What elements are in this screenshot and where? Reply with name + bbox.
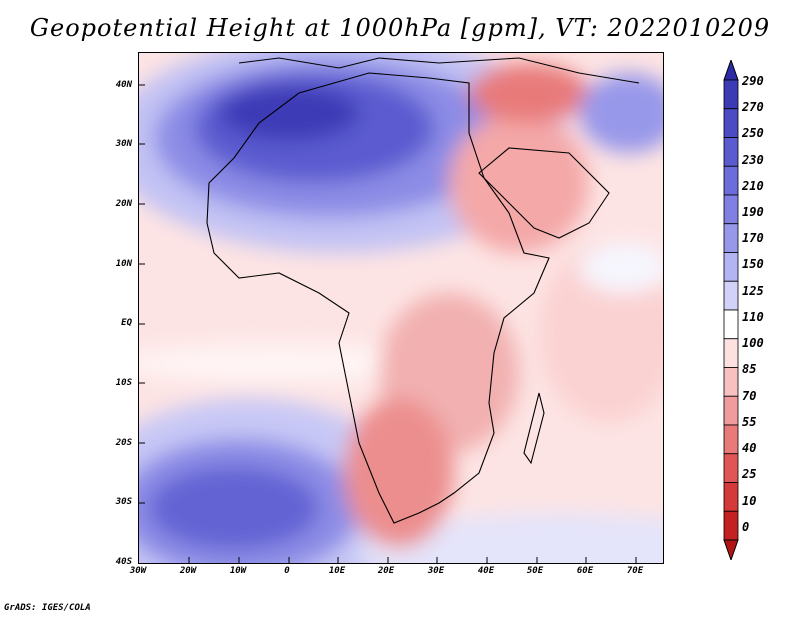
neutral-band xyxy=(139,343,439,383)
colorbar-label-100: 100 xyxy=(742,336,764,350)
colorbar-label-210: 210 xyxy=(742,179,764,193)
map-frame xyxy=(138,52,664,564)
lat-label-10n: 10N xyxy=(115,259,132,269)
colorbar-segment xyxy=(723,424,739,455)
high-south-inner xyxy=(149,466,319,550)
colorbar-label-270: 270 xyxy=(742,100,764,114)
colorbar-segment xyxy=(723,137,739,167)
grads-credit: GrADS: IGES/COLA xyxy=(4,603,91,613)
europe-outline xyxy=(238,57,640,84)
lon-label-30e: 30E xyxy=(427,566,445,576)
colorbar-label-40: 40 xyxy=(742,441,757,455)
colorbar-label-125: 125 xyxy=(742,284,764,298)
colorbar-label-230: 230 xyxy=(742,153,764,167)
lon-label-50e: 50E xyxy=(526,566,544,576)
colorbar-label-70: 70 xyxy=(742,389,757,403)
lon-label-10e: 10E xyxy=(328,566,346,576)
colorbar-label-0: 0 xyxy=(742,520,750,534)
colorbar-segment xyxy=(723,453,739,483)
lat-label-10s: 10S xyxy=(115,378,132,388)
colorbar-segment xyxy=(723,395,739,426)
lat-label-40s: 40S xyxy=(115,557,132,567)
colorbar-label-55: 55 xyxy=(742,415,757,429)
colorbar-label-10: 10 xyxy=(742,494,757,508)
colorbar-segment xyxy=(723,280,739,311)
axis-ticks xyxy=(139,84,637,563)
lat-label-30n: 30N xyxy=(115,139,132,149)
colorbar-segment xyxy=(723,194,739,225)
colorbar-label-250: 250 xyxy=(742,126,764,140)
geopotential-height-field xyxy=(139,53,663,563)
low-mideast xyxy=(469,63,589,123)
low-south-africa xyxy=(344,398,454,548)
colorbar-segment xyxy=(723,367,739,397)
lon-label-30w: 30W xyxy=(129,566,147,576)
colorbar-segment xyxy=(723,108,739,138)
lat-label-20s: 20S xyxy=(115,438,132,448)
indian-ocean-white xyxy=(579,243,663,293)
colorbar-label-85: 85 xyxy=(742,362,757,376)
colorbar-segment xyxy=(723,165,739,196)
lat-label-20n: 20N xyxy=(115,199,132,209)
colorbar xyxy=(723,60,739,560)
lon-label-0: 0 xyxy=(284,566,290,576)
lon-label-20w: 20W xyxy=(179,566,197,576)
colorbar-segment xyxy=(723,309,739,340)
coastlines xyxy=(206,57,640,524)
africa-outline xyxy=(206,72,550,524)
lon-label-40e: 40E xyxy=(477,566,495,576)
colorbar-segment xyxy=(723,482,739,512)
colorbar-label-110: 110 xyxy=(742,310,764,324)
lon-label-10w: 10W xyxy=(229,566,247,576)
lat-label-eq: EQ xyxy=(121,318,132,328)
colorbar-segment xyxy=(723,252,739,282)
high-asia xyxy=(579,73,663,153)
colorbar-label-25: 25 xyxy=(742,467,757,481)
colorbar-label-150: 150 xyxy=(742,257,764,271)
colorbar-segment xyxy=(723,79,739,110)
colorbar-segment xyxy=(723,510,739,541)
colorbar-segment xyxy=(723,223,739,253)
low-arabia xyxy=(449,113,589,253)
lon-label-70e: 70E xyxy=(626,566,644,576)
lon-label-60e: 60E xyxy=(576,566,594,576)
colorbar-label-170: 170 xyxy=(742,231,764,245)
madagascar-outline xyxy=(523,392,545,465)
colorbar-segment xyxy=(723,338,739,368)
colorbar-label-190: 190 xyxy=(742,205,764,219)
colorbar-arrow-top xyxy=(723,60,739,81)
arabia-outline xyxy=(478,147,610,239)
plot-title: Geopotential Height at 1000hPa [gpm], VT… xyxy=(29,14,771,42)
lat-label-30s: 30S xyxy=(115,497,132,507)
lon-label-20e: 20E xyxy=(377,566,395,576)
lat-label-40n: 40N xyxy=(115,80,132,90)
colorbar-label-290: 290 xyxy=(742,74,764,88)
high-north-core xyxy=(219,85,359,141)
colorbar-arrow-bottom xyxy=(723,539,739,560)
